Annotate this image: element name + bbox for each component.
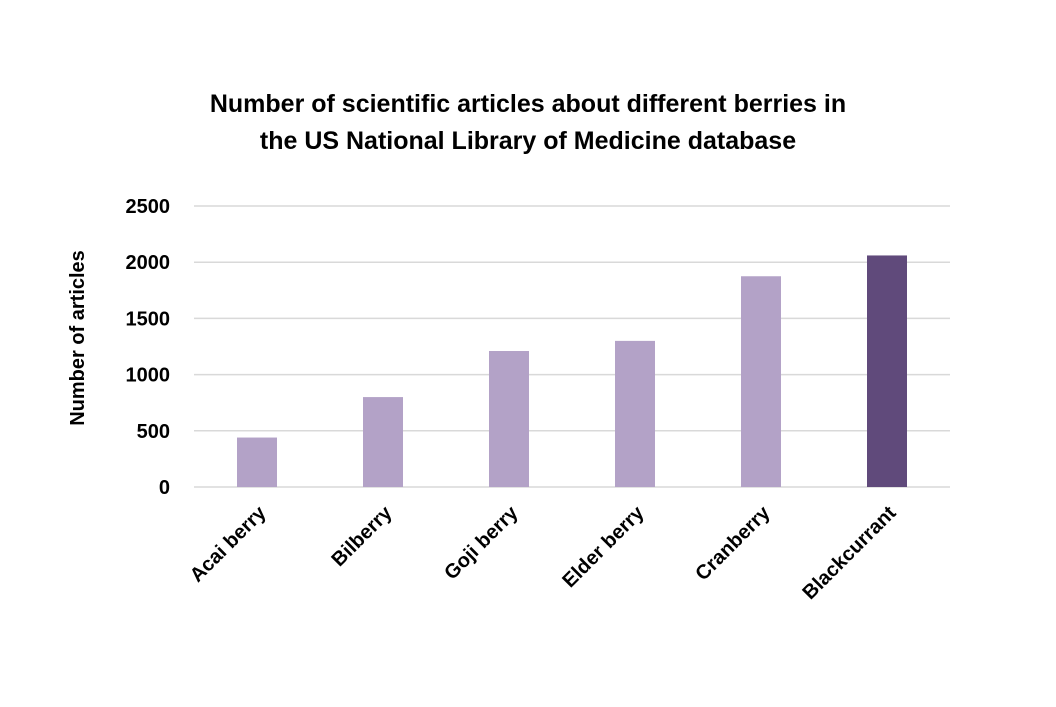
bar-goji-berry <box>489 350 529 487</box>
y-tick-label-1500: 1500 <box>126 308 171 330</box>
x-category-label-bilberry: Bilberry <box>328 501 398 571</box>
chart-title-line-1: Number of scientific articles about diff… <box>210 90 846 118</box>
bars <box>237 255 907 487</box>
x-category-label-blackcurrant: Blackcurrant <box>799 502 901 604</box>
chart-title-line-2: the US National Library of Medicine data… <box>260 127 796 155</box>
y-tick-label-1000: 1000 <box>126 365 171 387</box>
bar-blackcurrant <box>867 255 907 487</box>
chart-title: Number of scientific articles about diff… <box>210 90 846 155</box>
bar-elder-berry <box>615 340 655 487</box>
x-category-label-acai-berry: Acai berry <box>186 501 271 586</box>
y-tick-label-0: 0 <box>159 477 170 499</box>
bar-acai-berry <box>237 437 277 487</box>
gridlines <box>194 205 950 488</box>
x-axis-category-labels: Acai berry Bilberry Goji berry Elder berry C… <box>186 501 901 604</box>
x-category-label-cranberry: Cranberry <box>691 501 775 585</box>
y-tick-label-2000: 2000 <box>126 252 171 274</box>
bar-cranberry <box>741 276 781 487</box>
x-category-label-goji-berry: Goji berry <box>440 501 523 584</box>
y-axis-tick-labels: 0 500 1000 1500 2000 2500 <box>126 196 171 499</box>
y-tick-label-2500: 2500 <box>126 196 171 218</box>
y-axis-title: Number of articles <box>67 250 89 426</box>
bar-bilberry <box>363 397 403 487</box>
y-tick-label-500: 500 <box>137 421 170 443</box>
x-category-label-elder-berry: Elder berry <box>558 501 649 592</box>
